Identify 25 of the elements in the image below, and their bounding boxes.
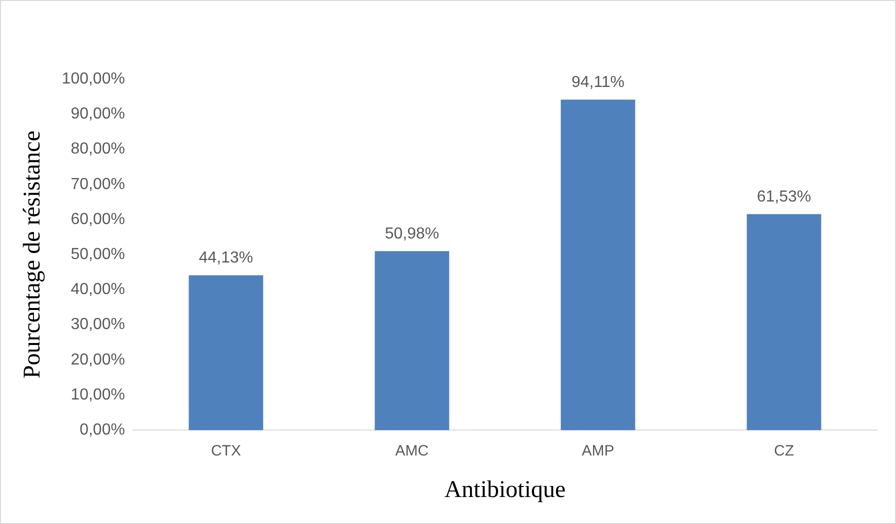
- y-tick-label: 20,00%: [70, 351, 125, 368]
- bar: [188, 275, 264, 430]
- x-tick-label: AMP: [582, 442, 614, 460]
- y-tick-label: 10,00%: [70, 386, 125, 404]
- y-axis-title: Pourcentage de résistance: [20, 130, 46, 379]
- y-tick-label: 80,00%: [70, 140, 125, 158]
- x-tick-label: CZ: [774, 442, 794, 460]
- y-tick-label: 90,00%: [70, 106, 125, 123]
- data-label: 44,13%: [198, 250, 254, 267]
- y-tick-label: 100,00%: [62, 70, 125, 88]
- x-axis-title: Antibiotique: [444, 476, 566, 503]
- y-tick-label: 30,00%: [70, 316, 125, 334]
- y-tick-label: 40,00%: [70, 281, 125, 298]
- y-tick-label: 60,00%: [70, 210, 125, 228]
- bar: [746, 214, 822, 430]
- x-tick-label: CTX: [210, 442, 241, 460]
- bar: [374, 251, 450, 430]
- x-tick-label: AMC: [395, 442, 429, 460]
- y-tick-label: 50,00%: [70, 246, 125, 264]
- data-label: 94,11%: [571, 74, 625, 92]
- bar: [560, 100, 636, 430]
- data-label: 61,53%: [756, 188, 812, 206]
- y-tick-label: 70,00%: [70, 176, 125, 193]
- data-label: 50,98%: [384, 226, 440, 243]
- y-tick-label: 0,00%: [80, 422, 125, 439]
